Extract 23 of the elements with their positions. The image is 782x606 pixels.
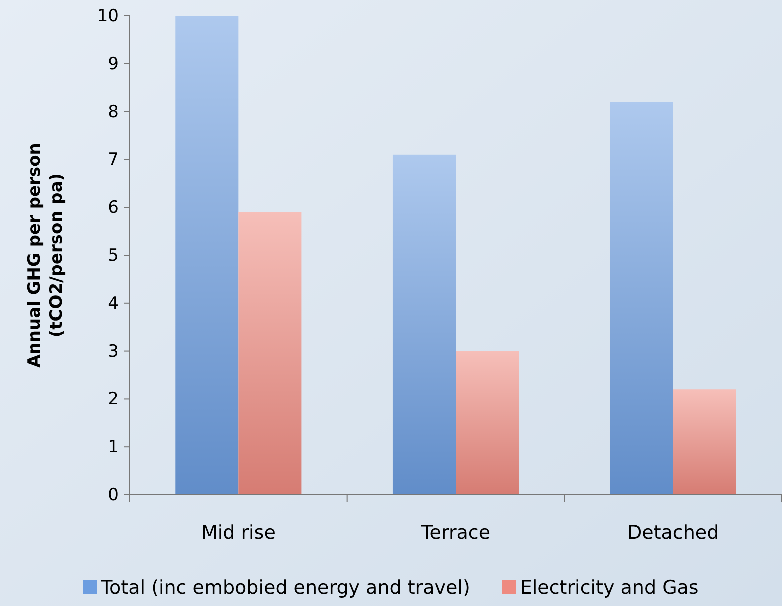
legend-label: Electricity and Gas [520, 577, 699, 599]
y-tick-label: 2 [108, 390, 119, 410]
y-tick-label: 9 [108, 54, 119, 74]
bar [238, 212, 302, 495]
bar [392, 154, 456, 495]
y-tick-label: 8 [108, 102, 119, 122]
bar [456, 351, 520, 495]
y-tick-label: 0 [108, 485, 119, 506]
legend-label: Total (inc embobied energy and travel) [100, 577, 470, 599]
y-tick-label: 5 [108, 246, 119, 266]
y-tick-label: 7 [108, 150, 119, 170]
y-tick-label: 10 [97, 6, 119, 26]
y-tick-label: 6 [108, 198, 119, 218]
x-tick-label: Mid rise [201, 522, 276, 544]
y-tick-label: 4 [108, 294, 119, 314]
y-tick-label: 1 [108, 438, 119, 458]
bar [673, 390, 736, 495]
y-axis-title: Annual GHG per person (tCO2/person pa) [25, 143, 67, 368]
y-tick-label: 3 [108, 342, 119, 362]
x-tick-label: Detached [628, 522, 720, 544]
bar [610, 102, 674, 495]
bar [176, 16, 239, 495]
x-tick-label: Terrace [420, 522, 491, 544]
